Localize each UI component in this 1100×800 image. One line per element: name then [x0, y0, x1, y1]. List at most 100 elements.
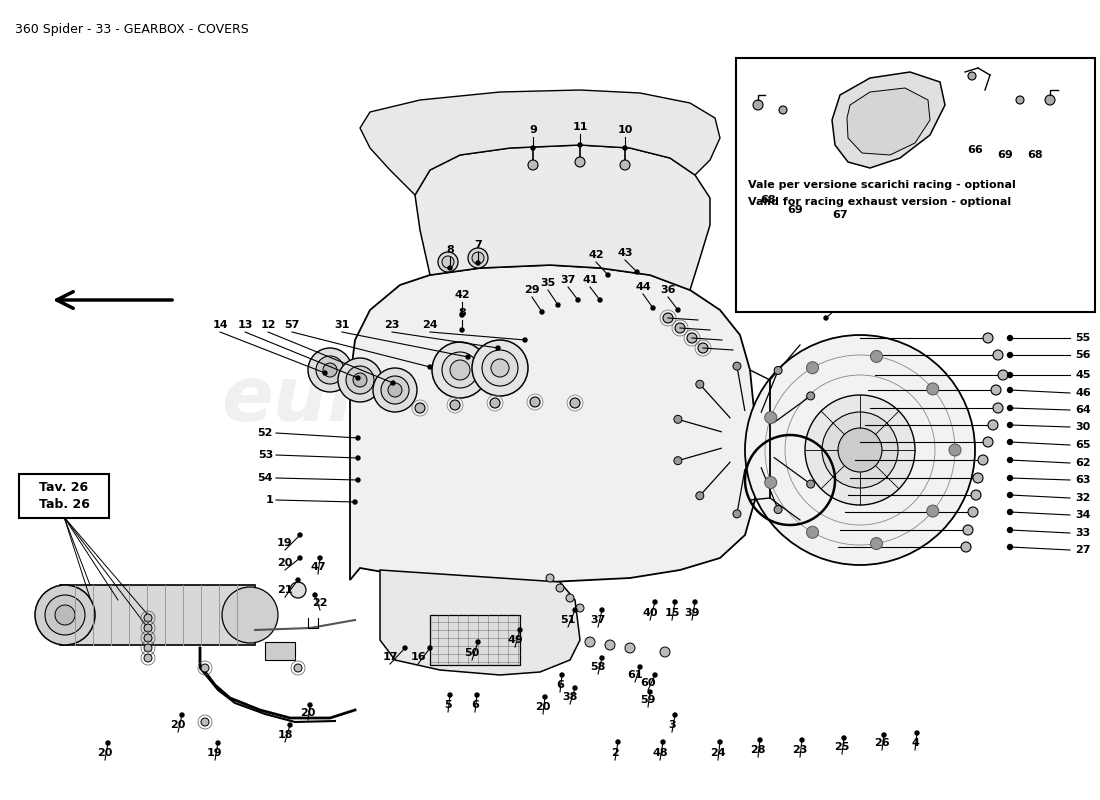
Text: 66: 66: [967, 145, 983, 155]
Text: 8: 8: [447, 245, 454, 255]
Circle shape: [546, 574, 554, 582]
Circle shape: [796, 290, 800, 294]
Circle shape: [674, 457, 682, 465]
Circle shape: [764, 477, 777, 489]
Circle shape: [201, 718, 209, 726]
Circle shape: [55, 605, 75, 625]
Circle shape: [779, 106, 786, 114]
Circle shape: [356, 478, 360, 482]
Circle shape: [968, 507, 978, 517]
Circle shape: [308, 348, 352, 392]
Circle shape: [290, 582, 306, 598]
Text: 26: 26: [874, 738, 890, 748]
Circle shape: [638, 665, 642, 669]
Polygon shape: [350, 265, 755, 582]
Text: 23: 23: [792, 745, 807, 755]
Text: 63: 63: [1075, 475, 1090, 485]
Text: 6: 6: [557, 680, 564, 690]
Circle shape: [693, 600, 697, 604]
Circle shape: [1008, 422, 1012, 427]
Circle shape: [180, 713, 184, 717]
Text: 32: 32: [1075, 493, 1090, 503]
Circle shape: [560, 673, 564, 677]
Circle shape: [556, 584, 564, 592]
Circle shape: [522, 338, 527, 342]
Circle shape: [491, 359, 509, 377]
Circle shape: [993, 403, 1003, 413]
Circle shape: [1008, 545, 1012, 550]
Text: Vale per versione scarichi racing - optional: Vale per versione scarichi racing - opti…: [748, 180, 1015, 190]
Bar: [430, 615, 520, 665]
Circle shape: [388, 383, 401, 397]
Text: 37: 37: [591, 615, 606, 625]
Circle shape: [842, 736, 846, 740]
Text: 67: 67: [833, 210, 848, 220]
Circle shape: [1008, 458, 1012, 462]
Circle shape: [373, 368, 417, 412]
Circle shape: [288, 723, 292, 727]
Text: 23: 23: [384, 320, 399, 330]
Circle shape: [353, 500, 358, 504]
Circle shape: [838, 428, 882, 472]
Circle shape: [962, 525, 974, 535]
Text: parts: parts: [552, 404, 708, 456]
Circle shape: [356, 376, 360, 380]
Circle shape: [415, 403, 425, 413]
Circle shape: [790, 278, 794, 282]
Circle shape: [661, 740, 666, 744]
Circle shape: [222, 587, 278, 643]
Text: 42: 42: [588, 250, 604, 260]
Circle shape: [774, 366, 782, 374]
Circle shape: [675, 323, 685, 333]
Circle shape: [346, 366, 374, 394]
Circle shape: [824, 316, 828, 320]
Circle shape: [1008, 475, 1012, 481]
Text: 43: 43: [801, 270, 816, 280]
Circle shape: [822, 412, 898, 488]
Text: 30: 30: [828, 297, 844, 307]
Text: 61: 61: [627, 670, 642, 680]
Text: 3: 3: [668, 720, 675, 730]
Circle shape: [1008, 335, 1012, 341]
Text: 13: 13: [238, 320, 253, 330]
Circle shape: [578, 143, 582, 147]
Circle shape: [403, 646, 407, 650]
Text: 42: 42: [767, 260, 783, 270]
Circle shape: [1008, 373, 1012, 378]
Text: 43: 43: [798, 258, 813, 268]
Circle shape: [543, 695, 547, 699]
Circle shape: [605, 640, 615, 650]
Text: 5: 5: [444, 700, 452, 710]
Circle shape: [556, 303, 560, 307]
Circle shape: [988, 420, 998, 430]
Text: 20: 20: [536, 702, 551, 712]
Circle shape: [476, 640, 480, 644]
Circle shape: [648, 690, 652, 694]
Circle shape: [381, 376, 409, 404]
Circle shape: [531, 146, 535, 150]
Circle shape: [660, 647, 670, 657]
Circle shape: [1008, 387, 1012, 393]
Bar: [60, 585, 255, 645]
Text: 69: 69: [997, 150, 1013, 160]
Circle shape: [676, 308, 680, 312]
Text: 20: 20: [97, 748, 112, 758]
Text: 45: 45: [1075, 370, 1090, 380]
Text: 35: 35: [540, 278, 556, 288]
Circle shape: [468, 248, 488, 268]
Circle shape: [35, 585, 95, 645]
Text: 46: 46: [1075, 388, 1091, 398]
Text: 59: 59: [640, 695, 656, 705]
Text: 52: 52: [257, 428, 273, 438]
Circle shape: [927, 505, 938, 517]
Circle shape: [673, 713, 676, 717]
Circle shape: [698, 343, 708, 353]
Circle shape: [998, 370, 1008, 380]
Text: 42: 42: [454, 290, 470, 300]
Circle shape: [45, 595, 85, 635]
Circle shape: [1008, 353, 1012, 358]
Circle shape: [870, 350, 882, 362]
Text: 34: 34: [1075, 510, 1090, 520]
Circle shape: [718, 740, 722, 744]
Circle shape: [573, 608, 578, 612]
